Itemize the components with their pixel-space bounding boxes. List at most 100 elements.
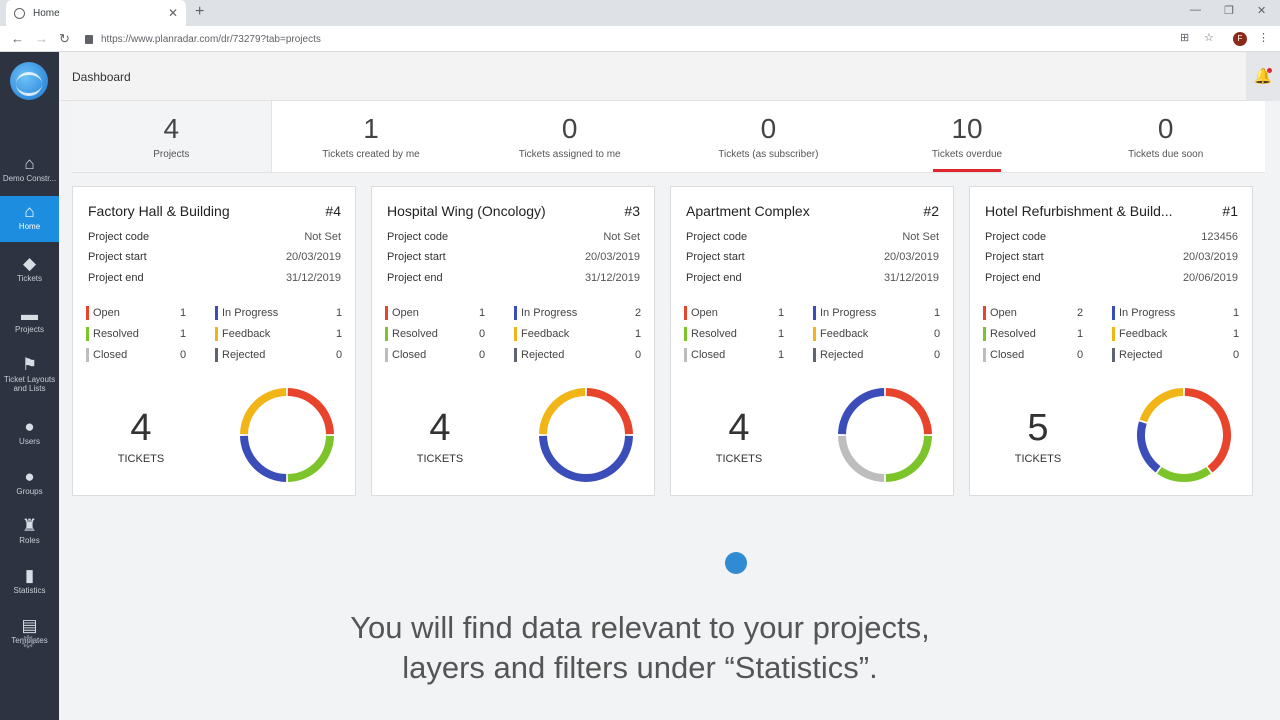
project-card[interactable]: Hospital Wing (Oncology) #3 Project code … xyxy=(371,186,655,496)
project-name[interactable]: Hotel Refurbishment & Build... xyxy=(985,203,1173,219)
menu-kebab-icon[interactable]: ⋮ xyxy=(1258,32,1269,44)
project-code-label: Project code xyxy=(88,231,150,243)
project-card[interactable]: Factory Hall & Building #4 Project code N… xyxy=(72,186,356,496)
donut-segment-resolved[interactable] xyxy=(885,435,932,482)
status-count: 1 xyxy=(778,349,785,361)
status-resolved[interactable]: Resolved 1 xyxy=(86,327,186,341)
url-input[interactable]: https://www.planradar.com/dr/73279?tab=p… xyxy=(85,29,1225,49)
donut-segment-resolved[interactable] xyxy=(1157,466,1211,482)
stat-tickets-due-soon[interactable]: 0 Tickets due soon xyxy=(1066,101,1265,172)
minimize-icon[interactable]: — xyxy=(1190,4,1201,16)
status-feedback[interactable]: Feedback 1 xyxy=(514,327,641,341)
status-feedback[interactable]: Feedback 0 xyxy=(813,327,940,341)
back-icon[interactable]: ← xyxy=(11,31,24,46)
ticket-status-donut[interactable] xyxy=(536,385,636,485)
sidebar-item-label: Home xyxy=(18,222,41,231)
settings-gear-icon[interactable]: ⚙ xyxy=(20,632,37,652)
status-in-progress[interactable]: In Progress 1 xyxy=(215,306,342,320)
status-closed[interactable]: Closed 0 xyxy=(385,348,485,362)
status-open[interactable]: Open 1 xyxy=(86,306,186,320)
donut-segment-feedback[interactable] xyxy=(1139,388,1184,423)
sidebar-item-tickets[interactable]: ◆ Tickets xyxy=(0,248,59,294)
page-title: Dashboard xyxy=(72,70,131,84)
restore-icon[interactable]: ❐ xyxy=(1224,5,1234,17)
status-open[interactable]: Open 1 xyxy=(385,306,485,320)
donut-segment-feedback[interactable] xyxy=(539,388,586,435)
status-in-progress[interactable]: In Progress 2 xyxy=(514,306,641,320)
sidebar-item-home[interactable]: ⌂ Home xyxy=(0,196,59,242)
status-feedback[interactable]: Feedback 1 xyxy=(215,327,342,341)
donut-segment-resolved[interactable] xyxy=(287,435,334,482)
bookmark-star-icon[interactable]: ☆ xyxy=(1204,32,1214,44)
stat-projects[interactable]: 4 Projects xyxy=(72,101,272,172)
ticket-status-donut[interactable] xyxy=(835,385,935,485)
sidebar-item-label: Roles xyxy=(19,536,40,545)
status-rejected[interactable]: Rejected 0 xyxy=(514,348,641,362)
sidebar-item-roles[interactable]: ♜ Roles xyxy=(0,510,59,556)
project-end-row: Project end 20/06/2019 xyxy=(985,272,1238,284)
summary-stats: 4 Projects 1 Tickets created by me 0 Tic… xyxy=(72,101,1265,173)
status-label: Resolved xyxy=(691,328,737,340)
status-closed[interactable]: Closed 0 xyxy=(983,348,1083,362)
url-text: https://www.planradar.com/dr/73279?tab=p… xyxy=(101,33,321,45)
sidebar-item-demo-construction[interactable]: ⌂ Demo Constr... xyxy=(0,148,59,194)
project-start-row: Project start 20/03/2019 xyxy=(88,251,341,263)
ticket-status-donut[interactable] xyxy=(1134,385,1234,485)
browser-tab[interactable]: Home ✕ xyxy=(6,0,186,26)
donut-segment-in-progress[interactable] xyxy=(539,435,633,482)
status-resolved[interactable]: Resolved 1 xyxy=(684,327,784,341)
forward-icon[interactable]: → xyxy=(35,31,48,46)
project-name[interactable]: Apartment Complex xyxy=(686,203,810,219)
status-closed[interactable]: Closed 0 xyxy=(86,348,186,362)
status-label: Feedback xyxy=(521,328,570,340)
donut-segment-closed[interactable] xyxy=(838,435,885,482)
planradar-logo[interactable] xyxy=(10,62,48,100)
status-in-progress[interactable]: In Progress 1 xyxy=(813,306,940,320)
project-code-value: Not Set xyxy=(902,231,939,243)
project-card[interactable]: Hotel Refurbishment & Build... #1 Project… xyxy=(969,186,1253,496)
profile-avatar[interactable]: F xyxy=(1233,32,1247,46)
donut-segment-in-progress[interactable] xyxy=(838,388,885,435)
status-rejected[interactable]: Rejected 0 xyxy=(1112,348,1239,362)
status-closed[interactable]: Closed 1 xyxy=(684,348,784,362)
donut-segment-open[interactable] xyxy=(586,388,633,435)
sidebar-item-statistics[interactable]: ▮ Statistics xyxy=(0,560,59,606)
donut-segment-open[interactable] xyxy=(287,388,334,435)
sidebar-item-projects[interactable]: ▬ Projects xyxy=(0,299,59,345)
status-open[interactable]: Open 1 xyxy=(684,306,784,320)
stat-value: 4 xyxy=(163,113,180,144)
sidebar-item-ticket-layouts[interactable]: ⚑ Ticket Layouts and Lists xyxy=(0,349,59,401)
close-tab-icon[interactable]: ✕ xyxy=(167,6,178,20)
donut-segment-in-progress[interactable] xyxy=(240,435,287,482)
project-card[interactable]: Apartment Complex #2 Project code Not Set… xyxy=(670,186,954,496)
stat-tickets-created-by-me[interactable]: 1 Tickets created by me xyxy=(272,101,471,172)
ticket-status-donut[interactable] xyxy=(237,385,337,485)
new-tab-icon[interactable]: + xyxy=(195,3,205,20)
status-label: Rejected xyxy=(1119,349,1163,361)
donut-segment-open[interactable] xyxy=(885,388,932,435)
reload-icon[interactable]: ↻ xyxy=(59,31,70,46)
donut-segment-feedback[interactable] xyxy=(240,388,287,435)
translate-icon[interactable]: ⊞ xyxy=(1180,32,1190,44)
status-resolved[interactable]: Resolved 1 xyxy=(983,327,1083,341)
status-in-progress[interactable]: In Progress 1 xyxy=(1112,306,1239,320)
status-resolved[interactable]: Resolved 0 xyxy=(385,327,485,341)
donut-segment-in-progress[interactable] xyxy=(1137,421,1161,473)
stat-tickets-subscriber[interactable]: 0 Tickets (as subscriber) xyxy=(669,101,868,172)
sidebar-item-label: Ticket Layouts and Lists xyxy=(3,375,56,393)
status-open[interactable]: Open 2 xyxy=(983,306,1083,320)
status-feedback[interactable]: Feedback 1 xyxy=(1112,327,1239,341)
stat-tickets-overdue[interactable]: 10 Tickets overdue xyxy=(868,101,1067,172)
sidebar-item-templates[interactable]: ▤ Templates xyxy=(0,610,59,656)
notifications-bell-icon[interactable]: 🔔 xyxy=(1246,52,1280,101)
status-rejected[interactable]: Rejected 0 xyxy=(813,348,940,362)
sidebar-item-groups[interactable]: ● Groups xyxy=(0,461,59,507)
sidebar-item-users[interactable]: ● Users xyxy=(0,411,59,457)
donut-segment-open[interactable] xyxy=(1184,388,1231,473)
status-rejected[interactable]: Rejected 0 xyxy=(215,348,342,362)
window-close-icon[interactable]: ✕ xyxy=(1257,5,1267,17)
stat-tickets-assigned-to-me[interactable]: 0 Tickets assigned to me xyxy=(470,101,669,172)
lock-icon xyxy=(85,34,93,44)
project-name[interactable]: Hospital Wing (Oncology) xyxy=(387,203,546,219)
project-name[interactable]: Factory Hall & Building xyxy=(88,203,230,219)
